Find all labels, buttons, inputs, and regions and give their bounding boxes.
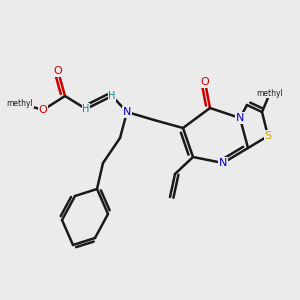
Text: O: O	[201, 77, 209, 87]
Text: H: H	[82, 104, 90, 114]
Text: S: S	[264, 131, 272, 141]
Text: N: N	[236, 113, 244, 123]
Text: O: O	[54, 66, 62, 76]
Text: N: N	[123, 107, 131, 117]
Text: N: N	[219, 158, 227, 168]
Text: H: H	[108, 91, 116, 101]
Text: methyl: methyl	[7, 98, 33, 107]
Text: O: O	[39, 105, 47, 115]
Text: methyl: methyl	[256, 88, 284, 98]
